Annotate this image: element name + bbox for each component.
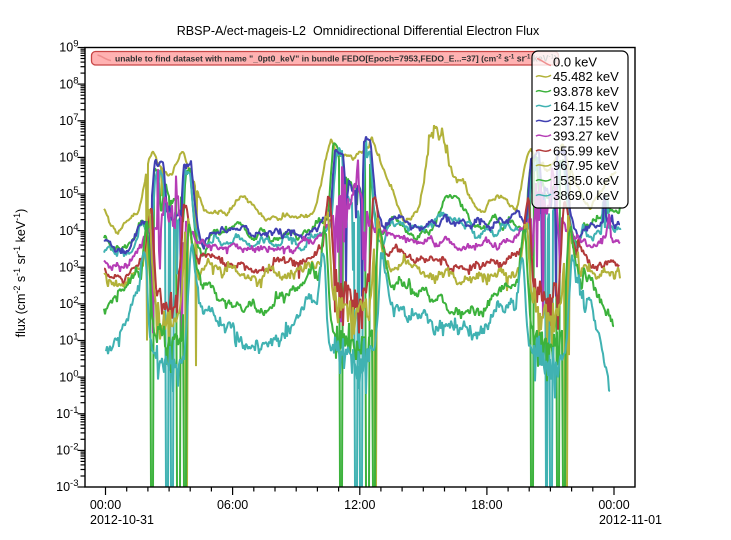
svg-text:93.878 keV: 93.878 keV (553, 84, 619, 99)
svg-text:2012-10-31: 2012-10-31 (90, 513, 154, 527)
svg-text:00:00: 00:00 (90, 498, 121, 512)
svg-text:655.99 keV: 655.99 keV (553, 143, 619, 158)
svg-text:164.15 keV: 164.15 keV (553, 99, 619, 114)
svg-text:967.95 keV: 967.95 keV (553, 158, 619, 173)
svg-text:1535.0 keV: 1535.0 keV (553, 173, 619, 188)
svg-text:2012-11-01: 2012-11-01 (599, 513, 662, 527)
svg-text:393.27 keV: 393.27 keV (553, 129, 619, 144)
svg-text:00:00: 00:00 (598, 498, 629, 512)
svg-text:45.482 keV: 45.482 keV (553, 69, 619, 84)
svg-text:RBSP-A/ect-mageis-L2 Omnidire: RBSP-A/ect-mageis-L2 Omnidirectional Dif… (177, 24, 540, 38)
svg-text:237.15 keV: 237.15 keV (553, 114, 619, 129)
svg-text:flux (cm-2 s-1 sr-1 keV-1): flux (cm-2 s-1 sr-1 keV-1) (12, 209, 28, 338)
svg-text:12:00: 12:00 (344, 498, 375, 512)
svg-text:unable to find dataset with na: unable to find dataset with name "_0pt0_… (115, 54, 557, 64)
svg-text:06:00: 06:00 (217, 498, 248, 512)
svg-text:0.0 keV: 0.0 keV (553, 54, 597, 69)
svg-text:3869.0 keV: 3869.0 keV (553, 188, 619, 203)
svg-text:18:00: 18:00 (471, 498, 502, 512)
